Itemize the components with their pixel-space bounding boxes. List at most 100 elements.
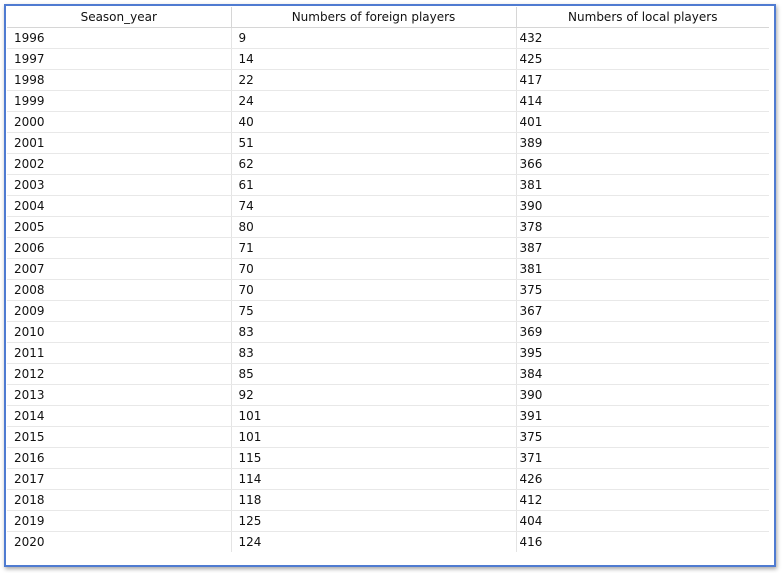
cell-foreign-players[interactable]: 118 xyxy=(231,489,517,511)
cell-foreign-players[interactable]: 124 xyxy=(231,531,517,552)
cell-local-players[interactable]: 375 xyxy=(516,426,769,448)
cell-season-year[interactable]: 2000 xyxy=(7,111,232,133)
cell-season-year[interactable]: 2002 xyxy=(7,153,232,175)
cell-local-players[interactable]: 412 xyxy=(516,489,769,511)
table-row[interactable]: 2020 124 416 xyxy=(7,531,769,552)
table-row[interactable]: 2019 125 404 xyxy=(7,510,769,532)
cell-foreign-players[interactable]: 71 xyxy=(231,237,517,259)
cell-season-year[interactable]: 2013 xyxy=(7,384,232,406)
column-header-season-year[interactable]: Season_year xyxy=(7,7,232,28)
table-row[interactable]: 2006 71 387 xyxy=(7,237,769,259)
cell-local-players[interactable]: 425 xyxy=(516,48,769,70)
cell-foreign-players[interactable]: 75 xyxy=(231,300,517,322)
cell-season-year[interactable]: 2020 xyxy=(7,531,232,552)
cell-local-players[interactable]: 426 xyxy=(516,468,769,490)
cell-foreign-players[interactable]: 92 xyxy=(231,384,517,406)
table-row[interactable]: 2011 83 395 xyxy=(7,342,769,364)
cell-foreign-players[interactable]: 83 xyxy=(231,321,517,343)
cell-local-players[interactable]: 401 xyxy=(516,111,769,133)
cell-local-players[interactable]: 367 xyxy=(516,300,769,322)
table-row[interactable]: 2007 70 381 xyxy=(7,258,769,280)
cell-season-year[interactable]: 2009 xyxy=(7,300,232,322)
cell-season-year[interactable]: 2008 xyxy=(7,279,232,301)
table-row[interactable]: 2012 85 384 xyxy=(7,363,769,385)
cell-season-year[interactable]: 2001 xyxy=(7,132,232,154)
cell-local-players[interactable]: 369 xyxy=(516,321,769,343)
cell-foreign-players[interactable]: 85 xyxy=(231,363,517,385)
cell-foreign-players[interactable]: 74 xyxy=(231,195,517,217)
cell-foreign-players[interactable]: 40 xyxy=(231,111,517,133)
table-row[interactable]: 2013 92 390 xyxy=(7,384,769,406)
cell-local-players[interactable]: 417 xyxy=(516,69,769,91)
cell-season-year[interactable]: 2015 xyxy=(7,426,232,448)
cell-foreign-players[interactable]: 101 xyxy=(231,426,517,448)
cell-foreign-players[interactable]: 51 xyxy=(231,132,517,154)
table-row[interactable]: 1999 24 414 xyxy=(7,90,769,112)
cell-foreign-players[interactable]: 9 xyxy=(231,27,517,49)
column-header-foreign-players[interactable]: Numbers of foreign players xyxy=(231,7,517,28)
cell-season-year[interactable]: 2007 xyxy=(7,258,232,280)
table-row[interactable]: 2010 83 369 xyxy=(7,321,769,343)
cell-season-year[interactable]: 2014 xyxy=(7,405,232,427)
cell-foreign-players[interactable]: 24 xyxy=(231,90,517,112)
cell-foreign-players[interactable]: 101 xyxy=(231,405,517,427)
cell-local-players[interactable]: 381 xyxy=(516,174,769,196)
cell-local-players[interactable]: 395 xyxy=(516,342,769,364)
table-row[interactable]: 2003 61 381 xyxy=(7,174,769,196)
table-row[interactable]: 1997 14 425 xyxy=(7,48,769,70)
cell-season-year[interactable]: 2003 xyxy=(7,174,232,196)
table-row[interactable]: 2015 101 375 xyxy=(7,426,769,448)
cell-local-players[interactable]: 378 xyxy=(516,216,769,238)
table-row[interactable]: 2005 80 378 xyxy=(7,216,769,238)
cell-local-players[interactable]: 381 xyxy=(516,258,769,280)
table-row[interactable]: 1996 9 432 xyxy=(7,27,769,49)
cell-foreign-players[interactable]: 83 xyxy=(231,342,517,364)
cell-foreign-players[interactable]: 62 xyxy=(231,153,517,175)
cell-local-players[interactable]: 404 xyxy=(516,510,769,532)
cell-local-players[interactable]: 390 xyxy=(516,384,769,406)
cell-season-year[interactable]: 2006 xyxy=(7,237,232,259)
cell-season-year[interactable]: 2016 xyxy=(7,447,232,469)
table-row[interactable]: 2016 115 371 xyxy=(7,447,769,469)
cell-local-players[interactable]: 375 xyxy=(516,279,769,301)
cell-season-year[interactable]: 2018 xyxy=(7,489,232,511)
cell-season-year[interactable]: 1996 xyxy=(7,27,232,49)
cell-foreign-players[interactable]: 114 xyxy=(231,468,517,490)
cell-local-players[interactable]: 384 xyxy=(516,363,769,385)
cell-local-players[interactable]: 366 xyxy=(516,153,769,175)
cell-season-year[interactable]: 1999 xyxy=(7,90,232,112)
cell-local-players[interactable]: 416 xyxy=(519,535,543,549)
table-row[interactable]: 2008 70 375 xyxy=(7,279,769,301)
table-row[interactable]: 2002 62 366 xyxy=(7,153,769,175)
table-row[interactable]: 2004 74 390 xyxy=(7,195,769,217)
cell-local-players[interactable]: 432 xyxy=(516,27,769,49)
cell-local-players[interactable]: 387 xyxy=(516,237,769,259)
cell-foreign-players[interactable]: 70 xyxy=(231,258,517,280)
cell-foreign-players[interactable]: 22 xyxy=(231,69,517,91)
table-row[interactable]: 2001 51 389 xyxy=(7,132,769,154)
cell-local-players[interactable]: 390 xyxy=(516,195,769,217)
cell-foreign-players[interactable]: 115 xyxy=(231,447,517,469)
cell-local-players[interactable]: 389 xyxy=(516,132,769,154)
cell-season-year[interactable]: 2010 xyxy=(7,321,232,343)
cell-foreign-players[interactable]: 70 xyxy=(231,279,517,301)
table-row[interactable]: 2018 118 412 xyxy=(7,489,769,511)
cell-season-year[interactable]: 2019 xyxy=(7,510,232,532)
cell-foreign-players[interactable]: 61 xyxy=(231,174,517,196)
cell-local-players[interactable]: 391 xyxy=(516,405,769,427)
cell-season-year[interactable]: 1998 xyxy=(7,69,232,91)
cell-season-year[interactable]: 2017 xyxy=(7,468,232,490)
table-row[interactable]: 1998 22 417 xyxy=(7,69,769,91)
table-row[interactable]: 2000 40 401 xyxy=(7,111,769,133)
column-header-local-players[interactable]: Numbers of local players xyxy=(516,7,769,28)
cell-season-year[interactable]: 2005 xyxy=(7,216,232,238)
cell-season-year[interactable]: 2011 xyxy=(7,342,232,364)
cell-foreign-players[interactable]: 125 xyxy=(231,510,517,532)
cell-local-players[interactable]: 414 xyxy=(516,90,769,112)
cell-season-year[interactable]: 1997 xyxy=(7,48,232,70)
cell-foreign-players[interactable]: 80 xyxy=(231,216,517,238)
cell-foreign-players[interactable]: 14 xyxy=(231,48,517,70)
table-row[interactable]: 2009 75 367 xyxy=(7,300,769,322)
cell-season-year[interactable]: 2004 xyxy=(7,195,232,217)
table-row[interactable]: 2017 114 426 xyxy=(7,468,769,490)
